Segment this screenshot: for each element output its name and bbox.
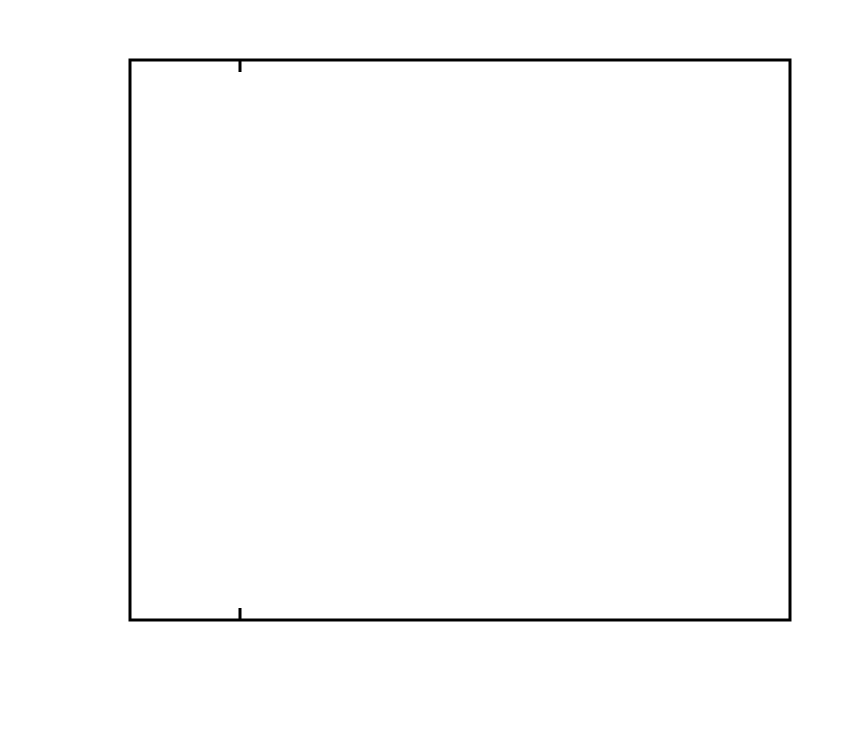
chart-svg [0, 0, 843, 734]
ftir-chart [0, 0, 843, 734]
